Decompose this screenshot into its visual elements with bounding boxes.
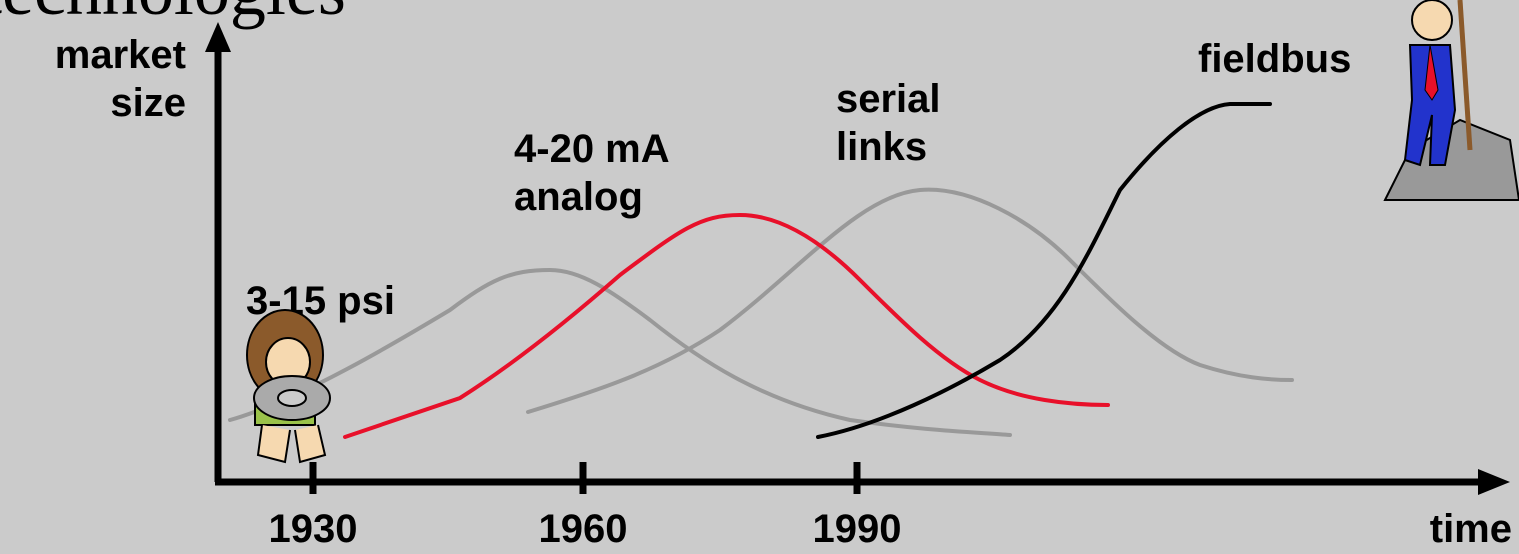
curve-serial — [528, 190, 1292, 412]
curve-label: fieldbus — [1198, 37, 1351, 81]
curve-label: links — [836, 125, 927, 169]
title: technologies — [0, 0, 346, 30]
x-axis-arrow — [1478, 469, 1510, 495]
businessman-illustration — [1385, 0, 1519, 200]
y-axis-label: market — [55, 33, 186, 77]
x-tick-label: 1930 — [269, 507, 358, 551]
curve-label: 4-20 mA — [514, 127, 670, 171]
curve-label: analog — [514, 175, 643, 219]
curve-label: serial — [836, 77, 941, 121]
x-axis-label: time — [1430, 507, 1512, 551]
diagram: technologies market size 1930 1960 1990 … — [0, 0, 1519, 554]
x-tick-label: 1960 — [539, 507, 628, 551]
x-tick-label: 1990 — [813, 507, 902, 551]
caveman-illustration — [247, 310, 330, 462]
page: {"title": "technologies", "y_axis_label"… — [0, 0, 1519, 554]
y-axis-label: size — [110, 81, 186, 125]
